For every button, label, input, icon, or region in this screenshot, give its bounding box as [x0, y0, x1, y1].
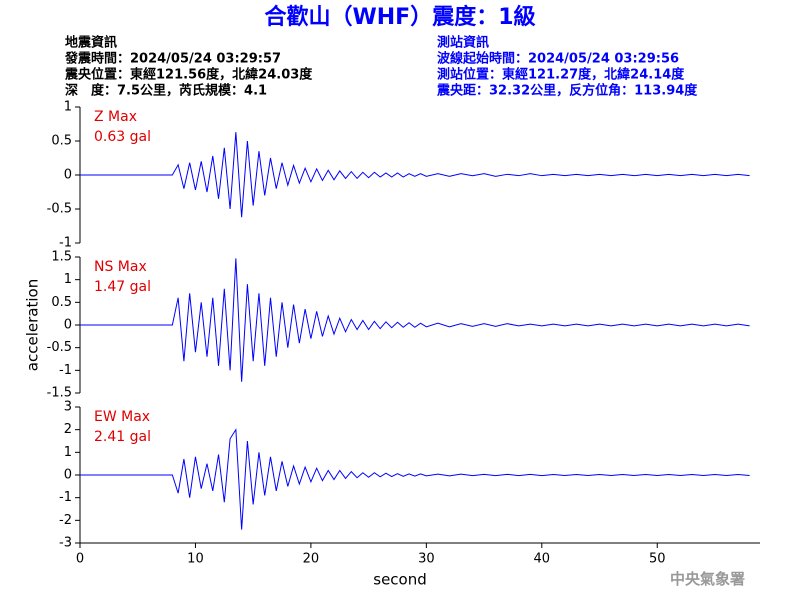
waveform [80, 132, 750, 218]
y-tick-label: -2 [59, 513, 72, 528]
info-text: 發震時間：2024/05/24 03:29:57 [64, 51, 281, 67]
x-tick-label: 40 [534, 552, 551, 567]
y-tick-label: 0 [64, 318, 72, 333]
x-tick-label: 50 [649, 552, 666, 567]
y-tick-label: -1.5 [47, 386, 72, 401]
y-tick-label: 3 [64, 400, 72, 415]
x-tick-label: 10 [187, 552, 204, 567]
x-tick-label: 20 [303, 552, 320, 567]
panel-label: NS Max [94, 259, 147, 275]
y-tick-label: -1 [59, 363, 72, 378]
info-text: 震央距：32.32公里，反方位角：113.94度 [436, 83, 698, 99]
x-tick-label: 0 [76, 552, 84, 567]
x-axis-label: second [373, 571, 427, 589]
y-tick-label: 1 [64, 272, 72, 287]
max-label: 0.63 gal [94, 129, 151, 145]
info-text: 測站位置：東經121.27度，北緯24.14度 [437, 67, 685, 83]
x-tick-label: 30 [418, 552, 435, 567]
waveform [80, 428, 750, 530]
max-label: 2.41 gal [94, 429, 151, 445]
chart-title: 合歡山（WHF）震度：1級 [264, 4, 535, 30]
y-tick-label: 0 [64, 468, 72, 483]
y-tick-label: -3 [59, 536, 72, 551]
y-tick-label: 0.5 [51, 134, 72, 149]
info-text: 測站資訊 [437, 35, 489, 51]
y-tick-label: 1.5 [51, 250, 72, 265]
y-tick-label: 1 [64, 445, 72, 460]
y-tick-label: -1 [59, 236, 72, 251]
info-text: 深 度：7.5公里，芮氏規模：4.1 [65, 83, 267, 99]
panel-label: EW Max [94, 409, 150, 425]
y-tick-label: 0 [64, 168, 72, 183]
y-tick-label: 1 [64, 100, 72, 115]
y-axis-label: acceleration [24, 279, 42, 371]
y-tick-label: 2 [64, 422, 72, 437]
max-label: 1.47 gal [94, 279, 151, 295]
info-text: 地震資訊 [65, 35, 117, 51]
y-tick-label: -1 [59, 490, 72, 505]
info-text: 波線起始時間：2024/05/24 03:29:56 [437, 51, 679, 67]
y-tick-label: -0.5 [47, 340, 72, 355]
credit: 中央氣象署 [670, 570, 745, 588]
y-tick-label: -0.5 [47, 202, 72, 217]
waveform [80, 258, 750, 382]
y-tick-label: 0.5 [51, 295, 72, 310]
panel-label: Z Max [94, 109, 137, 125]
info-text: 震央位置：東經121.56度，北緯24.03度 [64, 67, 313, 83]
